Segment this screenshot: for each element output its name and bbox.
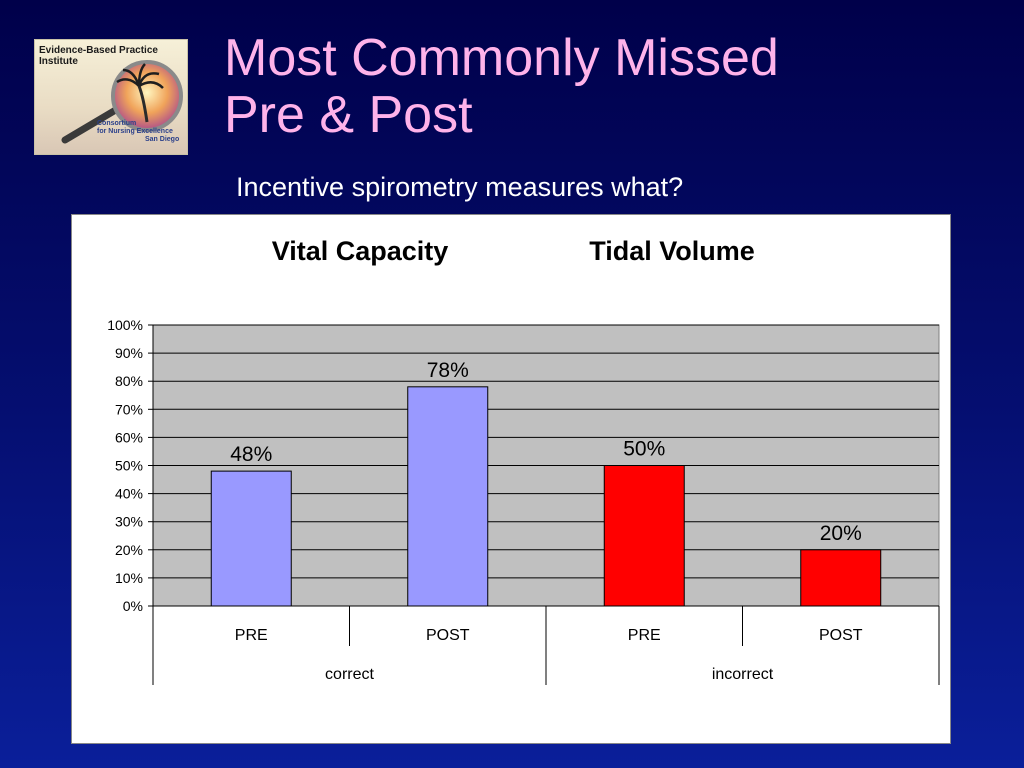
slide-title-line1: Most Commonly Missed bbox=[224, 29, 779, 87]
slide-title-line2: Pre & Post bbox=[224, 86, 473, 144]
y-tick-label: 80% bbox=[115, 373, 143, 389]
y-tick-label: 50% bbox=[115, 458, 143, 474]
slide-question: Incentive spirometry measures what? bbox=[236, 172, 684, 202]
bar-chart: 0% 10% 20% 30% 40% 50% 60% 70% 80% 90% 100% 48% 78% 5… bbox=[107, 236, 940, 685]
y-tick-label: 70% bbox=[115, 401, 143, 417]
x-category-label: POST bbox=[426, 627, 470, 644]
logo-title-line1: Evidence-Based Practice bbox=[39, 45, 158, 56]
bar bbox=[800, 549, 882, 607]
data-label: 20% bbox=[820, 522, 862, 545]
logo-sub-line1: Consortium bbox=[97, 120, 137, 127]
chart-panel: 0% 10% 20% 30% 40% 50% 60% 70% 80% 90% 100% 48% 78% 5… bbox=[71, 214, 951, 744]
x-category-label: PRE bbox=[628, 627, 661, 644]
y-tick-label: 10% bbox=[115, 570, 143, 586]
x-category-label: POST bbox=[819, 627, 863, 644]
data-label: 48% bbox=[230, 443, 272, 466]
x-category-label: PRE bbox=[235, 627, 268, 644]
y-tick-label: 30% bbox=[115, 514, 143, 530]
y-tick-label: 20% bbox=[115, 542, 143, 558]
y-tick-label: 40% bbox=[115, 486, 143, 502]
y-tick-label: 90% bbox=[115, 345, 143, 361]
x-group-label: correct bbox=[325, 666, 374, 683]
chart-annotation: Vital Capacity bbox=[272, 236, 449, 266]
bar bbox=[603, 465, 685, 607]
data-label: 78% bbox=[427, 359, 469, 382]
data-label: 50% bbox=[623, 438, 665, 461]
slide-title: Most Commonly Missed Pre & Post bbox=[224, 30, 779, 144]
x-group-label: incorrect bbox=[712, 666, 774, 683]
magnifier-palm-icon bbox=[61, 60, 183, 144]
bar bbox=[210, 470, 292, 607]
y-tick-label: 100% bbox=[107, 317, 143, 333]
logo-sub-line2: for Nursing Excellence bbox=[97, 128, 173, 135]
institute-logo: Evidence-Based Practice Institute Consor… bbox=[34, 39, 188, 155]
logo-title-line2: Institute bbox=[39, 56, 78, 67]
y-tick-label: 0% bbox=[123, 598, 143, 614]
bar bbox=[407, 386, 489, 607]
logo-sub-line3: San Diego bbox=[145, 136, 180, 143]
y-tick-label: 60% bbox=[115, 429, 143, 445]
chart-annotation: Tidal Volume bbox=[589, 236, 755, 266]
